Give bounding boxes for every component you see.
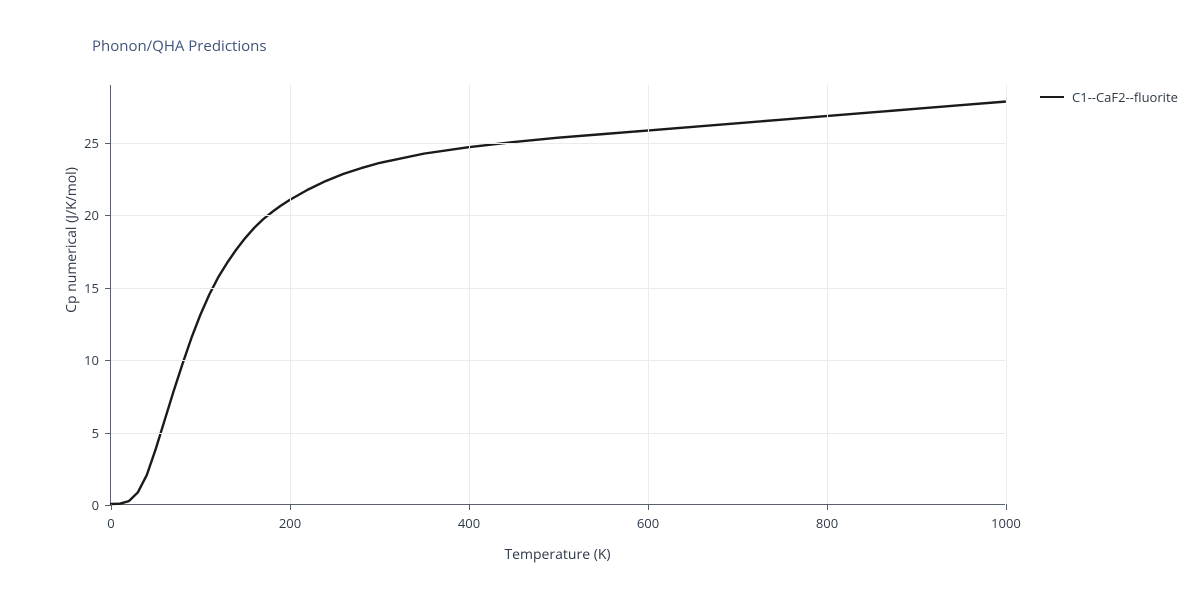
x-tick-label: 800: [797, 504, 857, 532]
x-tick-label: 1000: [976, 504, 1036, 532]
plot-area: 020040060080010000510152025: [110, 85, 1005, 505]
x-gridline: [290, 85, 291, 504]
x-tick-label: 600: [618, 504, 678, 532]
line-series-svg: [111, 85, 1005, 504]
x-gridline: [1006, 85, 1007, 504]
legend-label: C1--CaF2--fluorite: [1072, 88, 1178, 106]
legend-swatch: [1040, 96, 1064, 98]
x-axis-label: Temperature (K): [110, 545, 1005, 564]
y-axis-label: Cp numerical (J/K/mol): [62, 110, 81, 370]
x-gridline: [469, 85, 470, 504]
chart-title: Phonon/QHA Predictions: [92, 36, 267, 56]
x-gridline: [827, 85, 828, 504]
y-gridline: [111, 433, 1005, 434]
series-path: [111, 102, 1005, 504]
x-gridline: [648, 85, 649, 504]
y-gridline: [111, 215, 1005, 216]
chart-container: Phonon/QHA Predictions 02004006008001000…: [0, 0, 1200, 600]
y-tick-label: 20: [81, 205, 111, 225]
x-tick-label: 200: [260, 504, 320, 532]
y-tick-label: 15: [81, 278, 111, 298]
y-gridline: [111, 143, 1005, 144]
legend: C1--CaF2--fluorite: [1040, 88, 1178, 106]
y-tick-label: 0: [81, 495, 111, 515]
y-gridline: [111, 360, 1005, 361]
y-tick-label: 25: [81, 133, 111, 153]
y-tick-label: 5: [81, 423, 111, 443]
y-gridline: [111, 288, 1005, 289]
x-tick-label: 400: [439, 504, 499, 532]
y-tick-label: 10: [81, 350, 111, 370]
